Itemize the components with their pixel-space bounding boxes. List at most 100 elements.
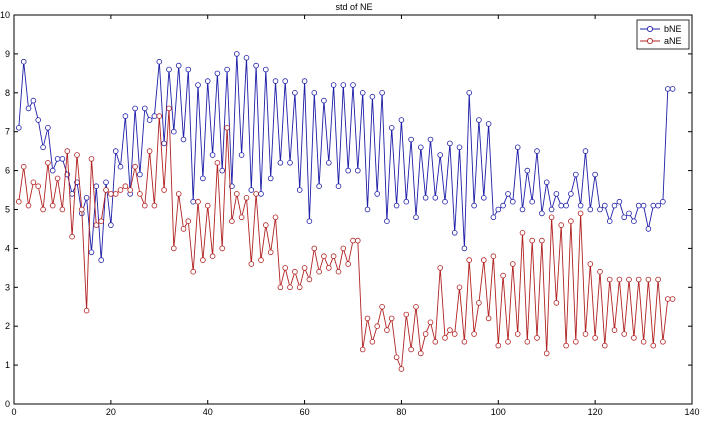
data-point-aNE	[69, 233, 75, 240]
data-point-bNE	[112, 148, 119, 154]
data-point-bNE	[219, 167, 226, 174]
data-point-bNE	[350, 82, 356, 88]
data-point-bNE	[69, 191, 75, 197]
data-point-aNE	[388, 315, 395, 322]
data-point-aNE	[88, 156, 95, 162]
data-point-aNE	[437, 265, 444, 271]
data-point-aNE	[229, 218, 235, 225]
x-tick-label: 60	[300, 407, 310, 417]
data-point-bNE	[582, 148, 589, 154]
data-point-aNE	[553, 300, 560, 306]
data-point-aNE	[568, 218, 574, 225]
data-point-bNE	[601, 202, 608, 209]
data-point-bNE	[306, 218, 313, 225]
data-point-aNE	[592, 335, 598, 341]
data-point-aNE	[224, 125, 230, 131]
data-point-bNE	[287, 160, 293, 166]
chart-title: std of NE	[335, 2, 372, 12]
y-tick-label: 3	[5, 282, 10, 292]
data-point-aNE	[442, 335, 448, 341]
data-point-aNE	[282, 265, 289, 271]
data-point-aNE	[142, 202, 148, 209]
plot-area: 0 20 40 60 80 100 120 140 0 1 2 3 4 5 6 7 8 9 10 bNE aNE	[0, 10, 700, 417]
x-tick-label: 80	[396, 407, 406, 417]
data-point-bNE	[476, 117, 482, 123]
data-point-aNE	[64, 148, 71, 154]
data-point-aNE	[311, 245, 318, 252]
data-point-bNE	[45, 125, 51, 131]
data-point-aNE	[306, 276, 313, 283]
data-point-aNE	[40, 206, 46, 213]
data-point-aNE	[456, 284, 463, 291]
data-point-bNE	[59, 156, 66, 162]
data-point-aNE	[539, 237, 545, 244]
data-point-bNE	[539, 210, 545, 217]
data-point-aNE	[190, 268, 197, 275]
data-point-aNE	[54, 175, 61, 182]
x-tick-label: 40	[203, 407, 213, 417]
data-point-aNE	[364, 315, 371, 322]
data-point-bNE	[558, 202, 564, 209]
data-point-bNE	[214, 70, 221, 77]
data-point-bNE	[626, 210, 632, 217]
data-point-aNE	[59, 206, 66, 213]
data-point-aNE	[374, 323, 381, 330]
data-point-bNE	[447, 140, 453, 147]
data-point-bNE	[548, 206, 555, 213]
data-point-bNE	[640, 202, 647, 209]
legend-label-bNE: bNE	[664, 24, 682, 34]
data-point-bNE	[132, 105, 138, 112]
data-point-bNE	[631, 218, 637, 225]
data-point-bNE	[161, 140, 167, 147]
data-point-bNE	[267, 175, 274, 182]
data-point-bNE	[374, 191, 381, 197]
data-point-aNE	[379, 303, 385, 310]
data-point-aNE	[345, 261, 352, 267]
data-point-aNE	[253, 191, 259, 197]
data-point-aNE	[635, 276, 642, 283]
data-point-aNE	[471, 331, 477, 337]
data-point-bNE	[500, 202, 506, 209]
data-point-aNE	[272, 214, 279, 221]
data-point-aNE	[117, 187, 124, 193]
data-point-aNE	[558, 222, 564, 228]
data-point-aNE	[171, 245, 177, 252]
data-point-bNE	[224, 66, 230, 73]
data-point-aNE	[112, 191, 119, 197]
data-point-aNE	[447, 327, 453, 333]
data-point-aNE	[214, 160, 221, 166]
data-point-bNE	[103, 179, 109, 186]
data-point-aNE	[175, 191, 182, 197]
data-point-bNE	[301, 78, 308, 84]
data-point-bNE	[258, 191, 264, 197]
data-point-bNE	[529, 198, 535, 205]
data-point-bNE	[292, 90, 298, 96]
data-point-bNE	[142, 105, 148, 112]
data-point-bNE	[669, 86, 676, 92]
data-point-aNE	[122, 183, 129, 190]
data-point-aNE	[30, 179, 37, 186]
data-point-aNE	[660, 338, 666, 345]
data-point-bNE	[185, 66, 192, 73]
legend-marker-bNE	[646, 25, 654, 33]
data-point-aNE	[93, 222, 100, 228]
data-point-aNE	[476, 300, 482, 306]
data-point-aNE	[645, 276, 652, 283]
data-point-bNE	[432, 195, 439, 201]
y-tick-label: 2	[5, 321, 10, 331]
data-point-aNE	[490, 253, 497, 260]
data-point-bNE	[650, 202, 657, 209]
y-tick-label: 8	[5, 88, 10, 98]
data-point-bNE	[35, 117, 41, 123]
data-point-aNE	[321, 253, 327, 260]
data-point-aNE	[248, 261, 255, 267]
data-point-bNE	[519, 206, 526, 213]
data-point-bNE	[592, 171, 598, 178]
data-point-bNE	[25, 105, 32, 112]
data-point-aNE	[597, 268, 603, 275]
data-point-bNE	[621, 214, 627, 221]
data-point-aNE	[335, 268, 342, 275]
data-point-bNE	[422, 195, 429, 201]
data-point-aNE	[79, 206, 85, 213]
data-point-bNE	[451, 230, 458, 236]
